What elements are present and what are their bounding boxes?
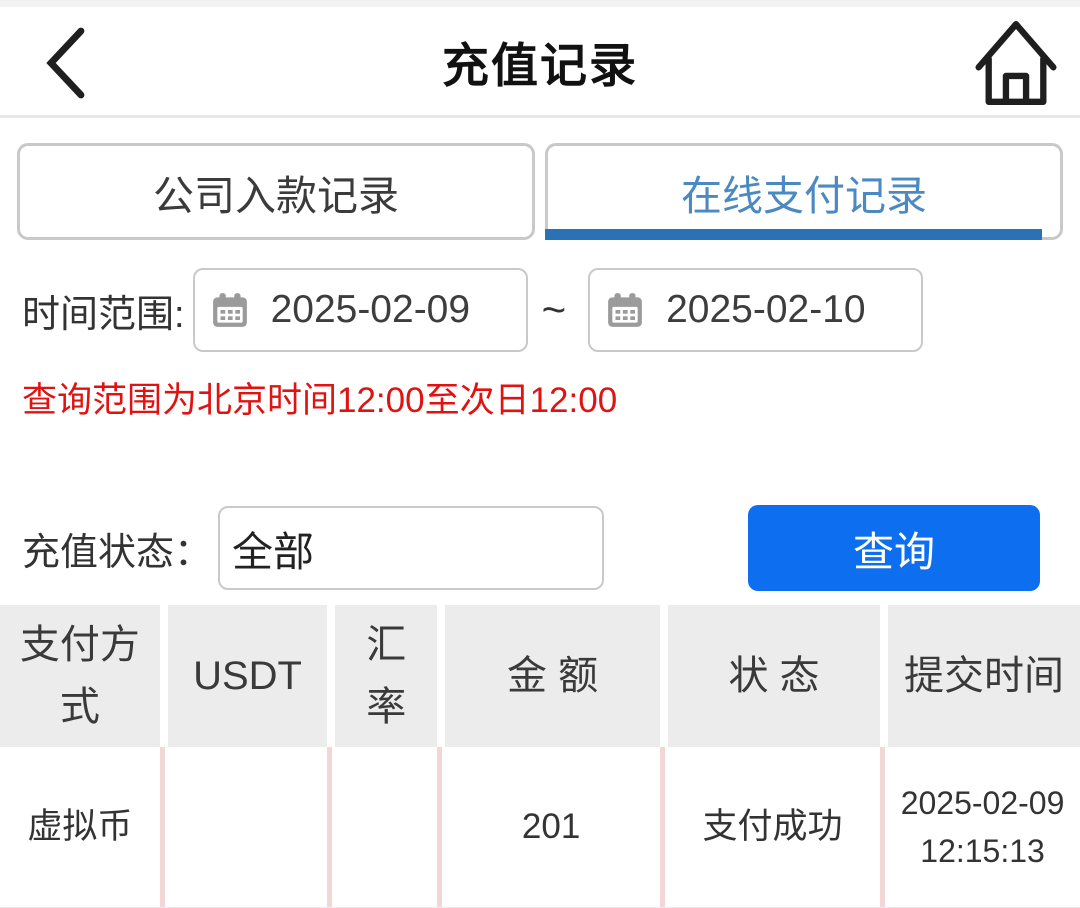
- status-label: 充值状态：: [22, 531, 213, 574]
- date-from-value: 2025-02-09: [270, 288, 471, 331]
- calendar-icon: [608, 293, 642, 327]
- tab-online-payment[interactable]: 在线支付记录: [545, 143, 1063, 240]
- col-header-status: 状 态: [659, 605, 881, 747]
- calendar-icon: [212, 293, 247, 327]
- col-header-rate: 汇 率: [327, 605, 438, 747]
- tab-bar: 公司入款记录 在线支付记录: [0, 143, 1080, 240]
- chevron-left-icon: [46, 27, 85, 99]
- tab-online-payment-label: 在线支付记录: [681, 172, 927, 219]
- top-strip: [0, 0, 1080, 7]
- page-title: 充值记录: [442, 38, 638, 92]
- active-tab-underline: [545, 229, 1042, 240]
- cell-amount: 201: [437, 747, 660, 907]
- col-header-usdt: USDT: [159, 605, 328, 747]
- back-button[interactable]: [30, 21, 100, 105]
- app-header: 充值记录: [0, 7, 1080, 118]
- date-range-separator: ~: [541, 286, 567, 333]
- date-to-value: 2025-02-10: [666, 288, 866, 331]
- time-range-row: 时间范围: 2025-02-09 ~ 2025-02-10: [0, 268, 1080, 352]
- table-row: 虚拟币 201 支付成功 2025-02-09 12:15:13: [0, 747, 1080, 908]
- cell-submit-time: 2025-02-09 12:15:13: [880, 747, 1080, 907]
- tab-company-deposit-label: 公司入款记录: [153, 172, 399, 219]
- date-from-input[interactable]: 2025-02-09: [192, 268, 528, 352]
- status-select-value: 全部: [232, 529, 315, 575]
- date-to-input[interactable]: 2025-02-10: [588, 268, 924, 352]
- table-header-row: 支付方式 USDT 汇 率 金 额 状 态 提交时间: [0, 605, 1080, 747]
- time-range-label: 时间范围:: [22, 293, 185, 336]
- cell-status: 支付成功: [659, 747, 881, 907]
- home-button[interactable]: [966, 11, 1066, 115]
- query-range-notice: 查询范围为北京时间12:00至次日12:00: [22, 381, 618, 420]
- tab-company-deposit[interactable]: 公司入款记录: [17, 143, 535, 240]
- status-select[interactable]: 全部: [218, 506, 605, 590]
- home-icon: [975, 21, 1057, 105]
- cell-rate: [327, 747, 438, 907]
- col-header-submit-time: 提交时间: [880, 605, 1080, 747]
- col-header-amount: 金 额: [437, 605, 660, 747]
- col-header-payment-method: 支付方式: [0, 605, 160, 747]
- records-table: 支付方式 USDT 汇 率 金 额 状 态 提交时间 虚拟币 201 支付成功 …: [0, 605, 1080, 908]
- cell-payment-method: 虚拟币: [0, 747, 160, 907]
- status-row: 充值状态： 全部 查询: [0, 505, 1080, 591]
- query-button[interactable]: 查询: [748, 505, 1040, 591]
- cell-usdt: [159, 747, 328, 907]
